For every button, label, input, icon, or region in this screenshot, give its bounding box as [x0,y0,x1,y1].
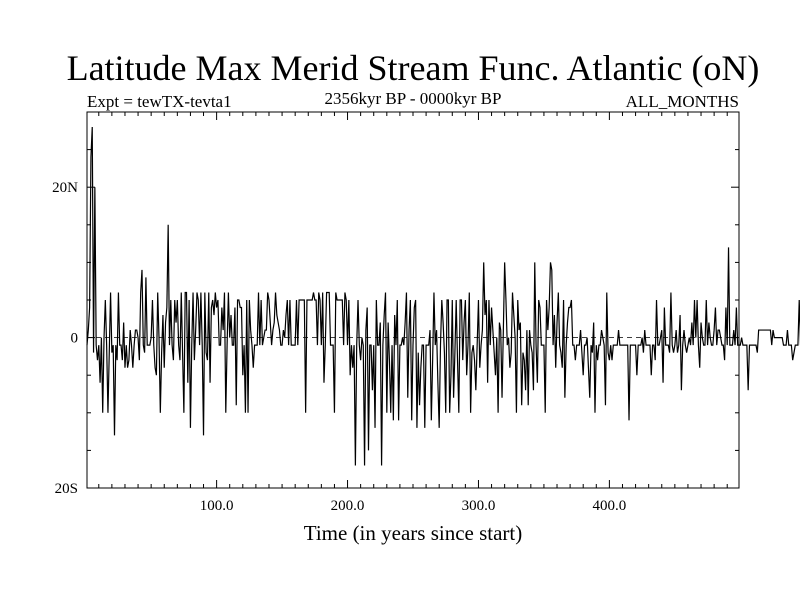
x-tick-label: 100.0 [200,498,234,514]
axis-tick-labels: 100.0 200.0 300.0 400.0 20S 0 20N [52,180,626,514]
series-layer [86,127,800,466]
y-tick-label: 0 [71,331,79,347]
x-tick-label: 400.0 [593,498,627,514]
y-tick-label: 20N [52,180,78,196]
chart-title: Latitude Max Merid Stream Func. Atlantic… [67,48,760,88]
subtitle-right: ALL_MONTHS [626,92,739,111]
subtitle-center: 2356kyr BP - 0000kyr BP [325,89,502,108]
x-axis-label: Time (in years since start) [304,521,523,545]
series-line-0 [86,127,800,466]
x-tick-label: 200.0 [331,498,365,514]
axis-ticks [87,112,739,488]
subtitle-left: Expt = tewTX-tevta1 [87,92,232,111]
y-tick-label: 20S [55,481,78,497]
x-tick-label: 300.0 [462,498,496,514]
